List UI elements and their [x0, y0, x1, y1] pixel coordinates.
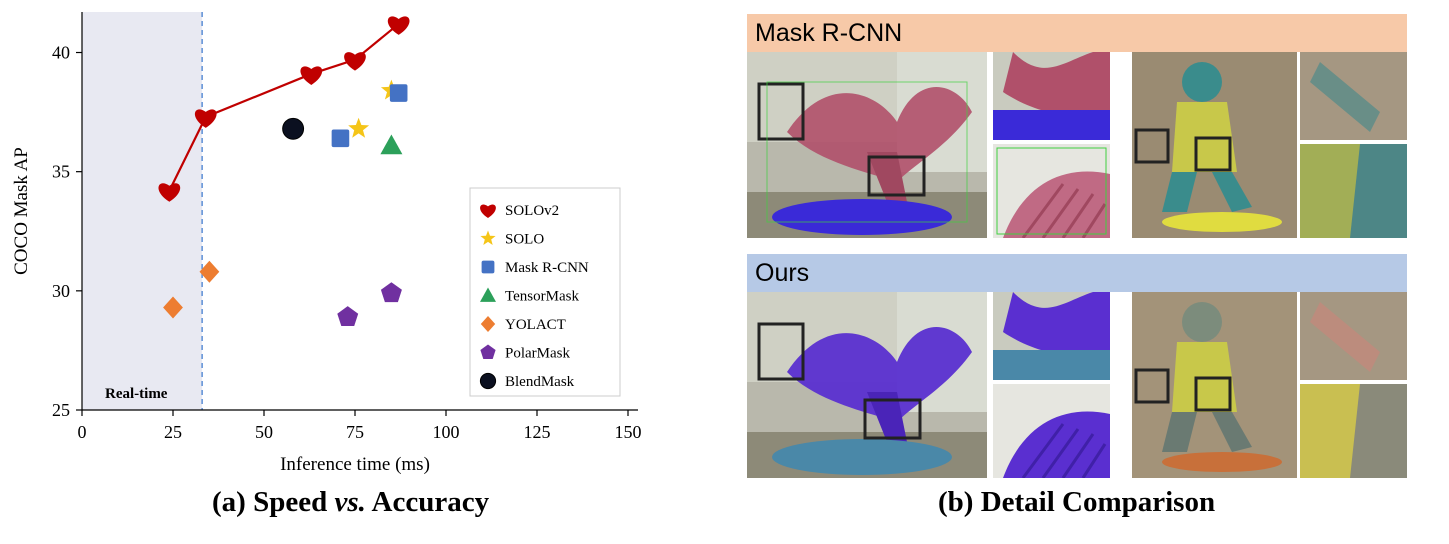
- x-tick-label: 25: [164, 422, 182, 442]
- legend-entry: PolarMask: [505, 346, 570, 362]
- legend-marker: [480, 204, 496, 218]
- legend-marker: [480, 230, 496, 245]
- y-tick-label: 30: [52, 281, 70, 301]
- solov2-point: [344, 52, 366, 71]
- ours-bird-zoom-bottom: [993, 384, 1110, 478]
- baseline-bird-photo: [747, 52, 987, 238]
- realtime-region: [82, 12, 203, 410]
- caption-speed-accuracy: (a) Speed vs. Accuracy: [212, 486, 489, 519]
- blendmask-point: [282, 117, 305, 140]
- solov2-point: [194, 109, 217, 128]
- solov2-point: [387, 16, 410, 35]
- baseline-skater-zoom-bottom: [1300, 144, 1407, 238]
- solov2-point: [300, 66, 323, 85]
- x-axis-label: Inference time (ms): [280, 454, 430, 475]
- solov2-point: [158, 183, 181, 202]
- baseline-bird-zoom-bottom: [993, 144, 1110, 238]
- y-tick-label: 35: [52, 162, 70, 182]
- legend-entry: TensorMask: [505, 289, 579, 305]
- polarmask-point: [380, 282, 402, 303]
- legend-box: [469, 187, 621, 397]
- caption-a-suffix: Accuracy: [365, 486, 490, 518]
- solo-point: [348, 117, 370, 138]
- yolact-point: [199, 260, 220, 283]
- ours-label: Ours: [755, 259, 810, 287]
- ours-skater-zoom-bottom: [1300, 384, 1407, 478]
- mask-r-cnn-point: [331, 129, 350, 148]
- baseline-skater-photo: [1132, 52, 1297, 238]
- caption-a-italic: vs.: [334, 486, 366, 518]
- mask-r-cnn-point: [389, 84, 408, 102]
- mask-rcnn-label: Mask R-CNN: [755, 19, 903, 47]
- legend-marker: [480, 287, 496, 302]
- caption-a-prefix: (a) Speed: [212, 486, 335, 518]
- legend-entry: BlendMask: [505, 374, 575, 390]
- solov2-line: [168, 23, 400, 192]
- y-tick-label: 25: [52, 400, 70, 420]
- speed-accuracy-chart: Real-time 0 25 50 75 100 125 150 25 30 35 40 Inferen…: [11, 12, 642, 475]
- legend-marker: [479, 372, 497, 390]
- legend-marker: [480, 316, 496, 332]
- ours-skater-photo: [1132, 292, 1297, 478]
- legend-marker: [480, 344, 496, 359]
- polarmask-point: [337, 306, 359, 326]
- ours-bird-photo: [747, 292, 987, 478]
- x-tick-label: 100: [433, 422, 460, 442]
- y-tick-label: 40: [52, 43, 70, 63]
- ours-bird-zoom-top: [993, 292, 1110, 380]
- tensormask-point: [380, 134, 403, 155]
- legend-entry: Mask R-CNN: [505, 260, 589, 276]
- legend-marker: [481, 260, 495, 274]
- detail-comparison-panel: Mask R-CNN: [747, 14, 1407, 480]
- y-axis-label: COCO Mask AP: [11, 147, 32, 275]
- ours-label-bar: Ours: [747, 254, 1407, 292]
- realtime-label: Real-time: [105, 386, 168, 402]
- legend-entry: SOLOv2: [505, 203, 559, 219]
- mask-rcnn-label-bar: Mask R-CNN: [747, 14, 1407, 52]
- baseline-bird-zoom-top: [993, 52, 1110, 140]
- legend-entry: SOLO: [505, 232, 544, 248]
- caption-detail-comparison: (b) Detail Comparison: [938, 486, 1216, 518]
- x-tick-label: 0: [78, 422, 87, 442]
- x-tick-label: 75: [346, 422, 364, 442]
- x-tick-label: 50: [255, 422, 273, 442]
- ours-skater-zoom-top: [1300, 292, 1407, 380]
- yolact-point: [163, 296, 183, 319]
- x-tick-label: 150: [615, 422, 642, 442]
- legend-entry: YOLACT: [505, 317, 566, 333]
- baseline-skater-zoom-top: [1300, 52, 1407, 140]
- x-tick-label: 125: [524, 422, 551, 442]
